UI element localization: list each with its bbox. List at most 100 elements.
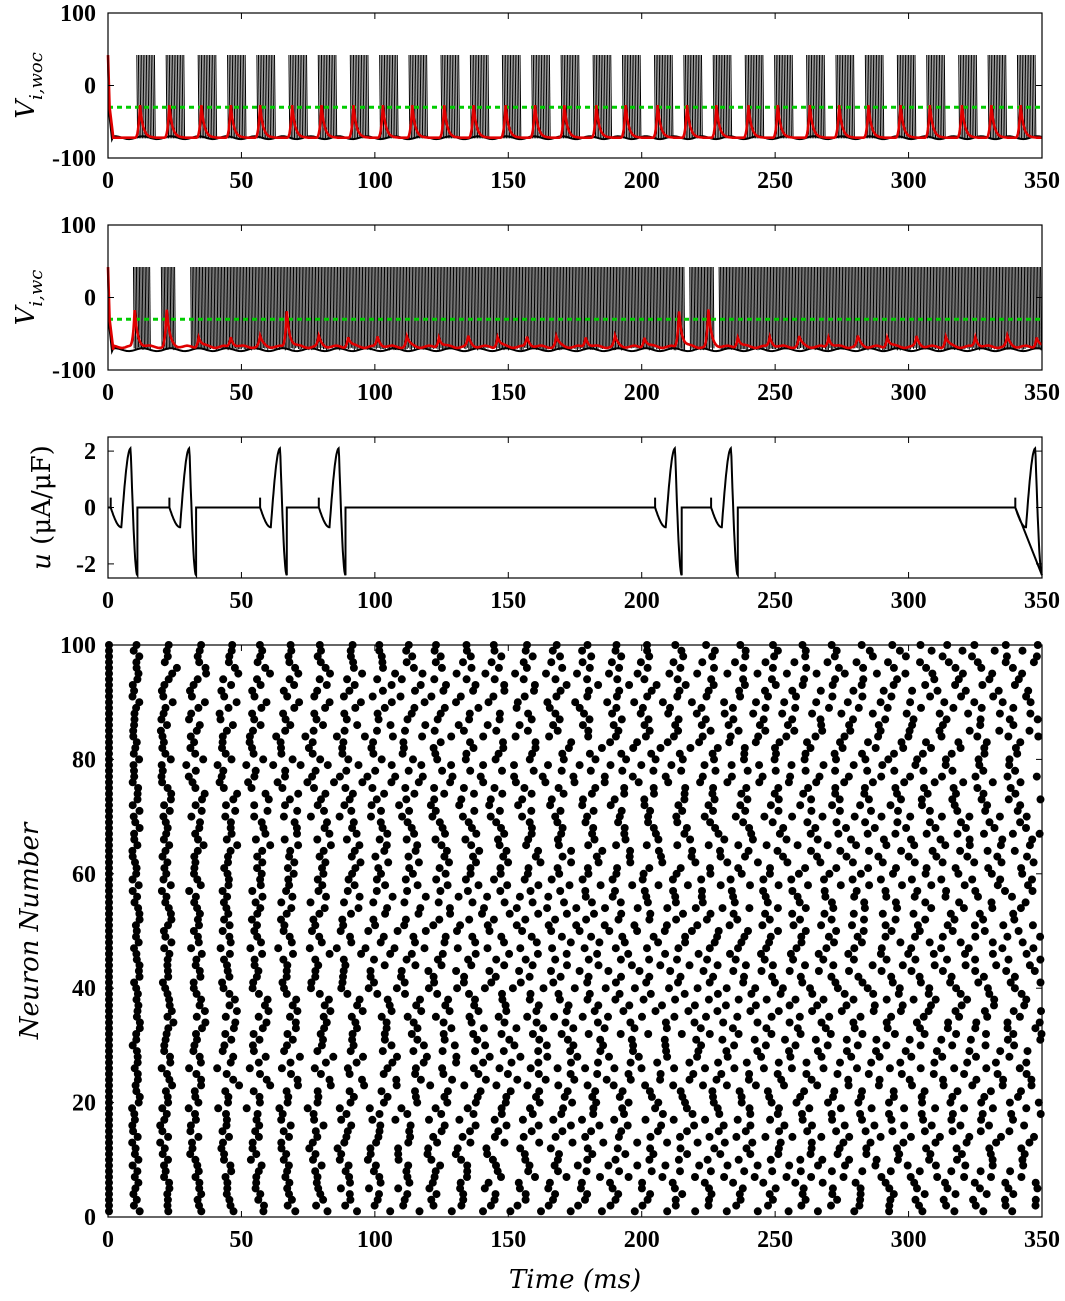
spike-dot	[479, 1207, 487, 1216]
spike-dot	[847, 1052, 856, 1061]
x-axis-title-unit: (ms)	[583, 1265, 641, 1295]
x-tick-label: 150	[490, 380, 526, 406]
spike-line	[370, 267, 373, 349]
spike-line	[418, 55, 420, 139]
spike-dot	[618, 1104, 627, 1113]
spike-dot	[630, 984, 639, 993]
spike-dot	[321, 663, 330, 672]
spike-dot	[690, 1121, 699, 1130]
spike-line	[978, 267, 981, 351]
spike-dot	[163, 1070, 171, 1078]
spike-line	[332, 267, 335, 348]
spike-line	[837, 267, 840, 350]
spike-line	[181, 55, 184, 139]
spike-dot	[725, 921, 734, 930]
spike-line	[855, 267, 857, 348]
spike-dot	[249, 726, 257, 735]
spike-dot	[709, 806, 717, 815]
spike-dot	[502, 1121, 511, 1130]
spike-dot	[1002, 652, 1011, 661]
spike-dot	[965, 1047, 974, 1056]
spike-dot	[535, 1035, 544, 1044]
spike-dot	[583, 1155, 592, 1164]
spike-dot	[856, 869, 865, 878]
spike-dot	[313, 801, 322, 810]
spike-dot	[770, 652, 779, 661]
spike-dot	[452, 967, 461, 975]
spike-dot	[957, 818, 965, 827]
spike-dot	[469, 744, 478, 752]
spike-dot	[948, 1092, 957, 1101]
spike-line	[237, 267, 239, 350]
spike-dot	[545, 732, 554, 741]
spike-dot	[958, 646, 967, 655]
y-tick-label: 2	[84, 439, 96, 465]
spike-dot	[638, 1012, 646, 1021]
spike-dot	[164, 1098, 173, 1107]
spike-dot	[339, 738, 348, 747]
spike-line	[840, 267, 843, 350]
spike-dot	[979, 1207, 988, 1216]
spike-line	[535, 267, 537, 350]
spike-dot	[222, 1110, 230, 1118]
spike-dot	[961, 949, 969, 958]
spike-line	[483, 267, 486, 350]
spike-dot	[325, 1075, 334, 1084]
spike-dot	[983, 801, 992, 810]
spike-dot	[716, 881, 725, 890]
spike-dot	[585, 749, 594, 758]
spike-dot	[160, 944, 169, 953]
spike-line	[787, 267, 790, 350]
spike-dot	[870, 1121, 879, 1130]
spike-dot	[249, 1087, 258, 1096]
spike-dot	[422, 1052, 431, 1061]
spike-dot	[757, 967, 766, 975]
spike-dot	[716, 846, 724, 855]
spike-line	[532, 267, 534, 349]
spike-dot	[430, 784, 439, 792]
spike-dot	[943, 921, 952, 930]
spike-dot	[482, 1144, 491, 1153]
spike-dot	[521, 915, 530, 924]
spike-line	[427, 267, 430, 350]
spike-dot	[452, 1052, 461, 1061]
spike-dot	[833, 1070, 842, 1078]
spike-dot	[625, 681, 634, 689]
spike-line	[477, 55, 480, 139]
spike-dot	[1017, 989, 1026, 998]
spike-dot	[981, 1041, 990, 1050]
spike-line	[208, 55, 211, 139]
spike-line	[312, 267, 314, 350]
spike-dot	[896, 1058, 905, 1067]
spike-dot	[227, 1035, 236, 1044]
spike-dot	[644, 1030, 653, 1038]
spike-dot	[406, 1121, 415, 1130]
x-tick-label: 100	[357, 588, 393, 614]
spike-dot	[705, 1030, 714, 1038]
spike-dot	[685, 1058, 694, 1067]
spike-line	[173, 55, 176, 139]
spike-dot	[514, 1178, 523, 1187]
spike-dot	[344, 755, 353, 764]
y-tick-label: 100	[60, 633, 96, 659]
spike-line	[865, 267, 868, 350]
spike-dot	[740, 755, 748, 764]
spike-dot	[744, 1075, 753, 1084]
spike-dot	[668, 875, 677, 884]
spike-dot	[680, 989, 689, 998]
spike-dot	[918, 801, 926, 810]
spike-line	[723, 267, 725, 351]
spike-line	[1035, 267, 1038, 348]
spike-dot	[978, 1110, 987, 1118]
spike-dot	[768, 663, 777, 672]
spike-line	[602, 267, 605, 349]
spike-dot	[436, 1161, 445, 1170]
spike-line	[304, 267, 307, 349]
spike-dot	[282, 1087, 291, 1096]
spike-dot	[842, 824, 850, 832]
spike-dot	[828, 1184, 837, 1193]
x-tick-label: 300	[891, 380, 927, 406]
spike-line	[954, 267, 957, 349]
spike-dot	[105, 1178, 113, 1187]
spike-dot	[361, 944, 370, 953]
